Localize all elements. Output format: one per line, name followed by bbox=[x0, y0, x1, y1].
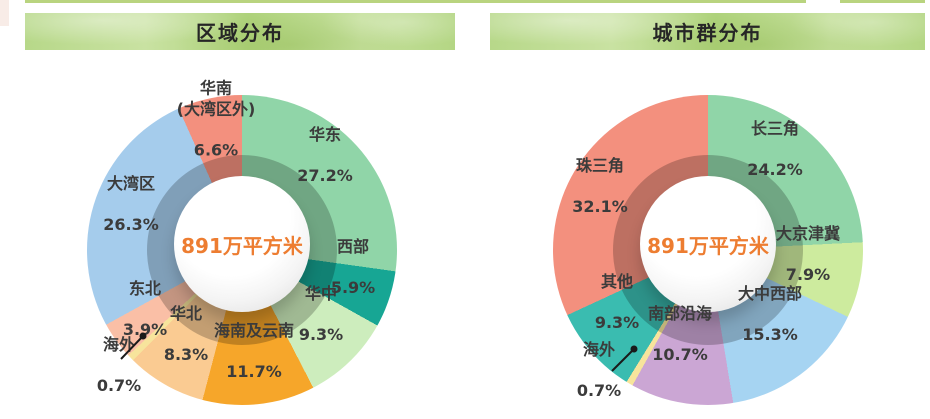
slice-pct: 7.9% bbox=[785, 265, 831, 285]
slice-name: 海南及云南 bbox=[213, 321, 295, 341]
banner-citycluster-distribution: 城市群分布 bbox=[490, 13, 925, 50]
slice-name: 大中西部 bbox=[737, 284, 803, 304]
slice-name: 大湾区 bbox=[106, 174, 156, 194]
slice-pct: 5.9% bbox=[330, 278, 376, 298]
donut-chart-citycluster: 891万平方米 bbox=[553, 95, 863, 405]
slice-name: 华南 (大湾区外) bbox=[176, 79, 256, 119]
top-green-strip-left bbox=[25, 0, 806, 3]
slice-name: 华东 bbox=[308, 125, 342, 145]
slice-name: 西部 bbox=[336, 237, 369, 257]
donut-center-ball: 891万平方米 bbox=[174, 176, 310, 312]
slice-pct: 10.7% bbox=[652, 345, 708, 365]
slice-pct: 3.9% bbox=[122, 320, 168, 340]
corner-sliver-decoration bbox=[0, 0, 9, 26]
slice-label-huazhong: 华中 9.3% bbox=[299, 264, 343, 366]
slice-pct: 6.6% bbox=[193, 140, 239, 160]
slice-pct: 8.3% bbox=[163, 345, 209, 365]
slice-label-huabei: 华北 8.3% bbox=[164, 284, 208, 386]
center-total-label: 891万平方米 bbox=[647, 233, 769, 258]
slice-label-dongbei: 东北 3.9% bbox=[123, 259, 167, 361]
banner-region-distribution: 区域分布 bbox=[25, 13, 455, 50]
slice-pct: 15.3% bbox=[742, 325, 798, 345]
chart-title-right: 城市群分布 bbox=[652, 21, 763, 45]
slice-name: 南部沿海 bbox=[647, 304, 713, 324]
slice-name: 大京津冀 bbox=[775, 224, 841, 244]
slice-pct: 24.2% bbox=[747, 160, 803, 180]
slice-label-huadong: 华东 27.2% bbox=[297, 105, 353, 207]
slice-pct: 9.3% bbox=[298, 325, 344, 345]
slice-pct: 9.3% bbox=[594, 313, 640, 333]
slice-name: 长三角 bbox=[750, 119, 800, 139]
slice-label-zhusanjiao: 珠三角 32.1% bbox=[572, 136, 628, 238]
slice-label-nanbuyanhai: 南部沿海 10.7% bbox=[648, 284, 712, 386]
slice-name: 其他 bbox=[600, 272, 633, 292]
chart-title-left: 区域分布 bbox=[196, 21, 284, 45]
slice-pct: 26.3% bbox=[103, 215, 159, 235]
slice-label-huanan: 华南 (大湾区外) 6.6% bbox=[177, 59, 256, 182]
top-green-strip-right bbox=[840, 0, 925, 3]
slice-name: 东北 bbox=[128, 279, 161, 299]
slice-label-dawanqu: 大湾区 26.3% bbox=[103, 154, 159, 256]
slice-name: 珠三角 bbox=[575, 156, 625, 176]
donut-center-ball: 891万平方米 bbox=[640, 176, 776, 312]
center-total-label: 891万平方米 bbox=[181, 233, 303, 258]
slice-pct: 0.7% bbox=[96, 376, 142, 396]
slice-name: 华北 bbox=[169, 304, 202, 324]
slice-pct: 27.2% bbox=[297, 166, 353, 186]
slice-pct: 11.7% bbox=[226, 362, 282, 382]
slice-label-qita: 其他 9.3% bbox=[595, 252, 639, 354]
slice-name: 海外 bbox=[582, 340, 615, 360]
slice-pct: 32.1% bbox=[572, 197, 628, 217]
slice-name: 华中 bbox=[304, 284, 337, 304]
slice-label-changsanjiao: 长三角 24.2% bbox=[747, 99, 803, 201]
slice-label-dazhongxibu: 大中西部 15.3% bbox=[738, 264, 802, 366]
slice-label-haiwai-right: 海外 0.7% bbox=[577, 320, 621, 419]
slice-pct: 0.7% bbox=[576, 381, 622, 401]
slice-label-xibu: 西部 5.9% bbox=[331, 217, 375, 319]
slice-label-dajingjinji: 大京津冀 7.9% bbox=[776, 204, 840, 306]
slice-label-hainanyunnan: 海南及云南 11.7% bbox=[214, 301, 294, 403]
